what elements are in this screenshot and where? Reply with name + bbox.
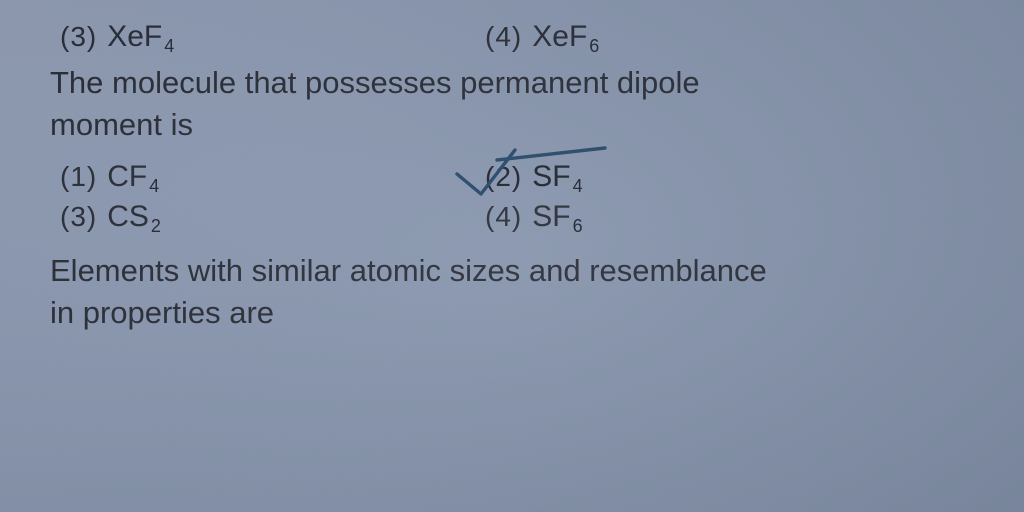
formula-subscript: 6 bbox=[589, 36, 599, 57]
q1-stem-line1: The molecule that possesses permanent di… bbox=[50, 65, 700, 100]
chemical-formula: XeF6 bbox=[532, 20, 599, 54]
q1-option-2: (2) SF4 bbox=[485, 160, 984, 194]
formula-base: XeF bbox=[532, 20, 587, 54]
q1-options-row-1: (1) CF4 (2) SF4 bbox=[60, 160, 984, 194]
formula-base: SF bbox=[532, 160, 570, 194]
prev-question-options-row: (3) XeF4 (4) XeF6 bbox=[60, 20, 984, 54]
option-number: (4) bbox=[485, 21, 522, 53]
formula-subscript: 4 bbox=[149, 176, 159, 197]
chemical-formula: SF4 bbox=[532, 160, 582, 194]
checkmark-strike-path bbox=[497, 148, 605, 160]
formula-subscript: 6 bbox=[573, 216, 583, 237]
option-number: (3) bbox=[60, 201, 97, 233]
chemical-formula: CF4 bbox=[107, 160, 159, 194]
chemical-formula: XeF4 bbox=[107, 20, 174, 54]
option-number: (2) bbox=[485, 161, 522, 193]
q1-option-4: (4) SF6 bbox=[485, 200, 984, 234]
q1-option-1: (1) CF4 bbox=[60, 160, 485, 194]
q2-stem: Elements with similar atomic sizes and r… bbox=[50, 250, 984, 334]
formula-base: CF bbox=[107, 160, 147, 194]
formula-base: CS bbox=[107, 200, 149, 234]
option-number: (3) bbox=[60, 21, 97, 53]
q1-option-3: (3) CS2 bbox=[60, 200, 485, 234]
option-number: (4) bbox=[485, 201, 522, 233]
chemical-formula: CS2 bbox=[107, 200, 161, 234]
formula-subscript: 4 bbox=[164, 36, 174, 57]
formula-base: SF bbox=[532, 200, 570, 234]
q2-stem-line2: in properties are bbox=[50, 295, 274, 330]
chemical-formula: SF6 bbox=[532, 200, 582, 234]
q1-options-row-2: (3) CS2 (4) SF6 bbox=[60, 200, 984, 234]
prev-option-3: (3) XeF4 bbox=[60, 20, 485, 54]
formula-subscript: 4 bbox=[573, 176, 583, 197]
q1-stem: The molecule that possesses permanent di… bbox=[50, 62, 984, 146]
formula-base: XeF bbox=[107, 20, 162, 54]
option-number: (1) bbox=[60, 161, 97, 193]
prev-option-4: (4) XeF6 bbox=[485, 20, 984, 54]
formula-subscript: 2 bbox=[151, 216, 161, 237]
q1-stem-line2: moment is bbox=[50, 107, 193, 142]
q2-stem-line1: Elements with similar atomic sizes and r… bbox=[50, 253, 767, 288]
